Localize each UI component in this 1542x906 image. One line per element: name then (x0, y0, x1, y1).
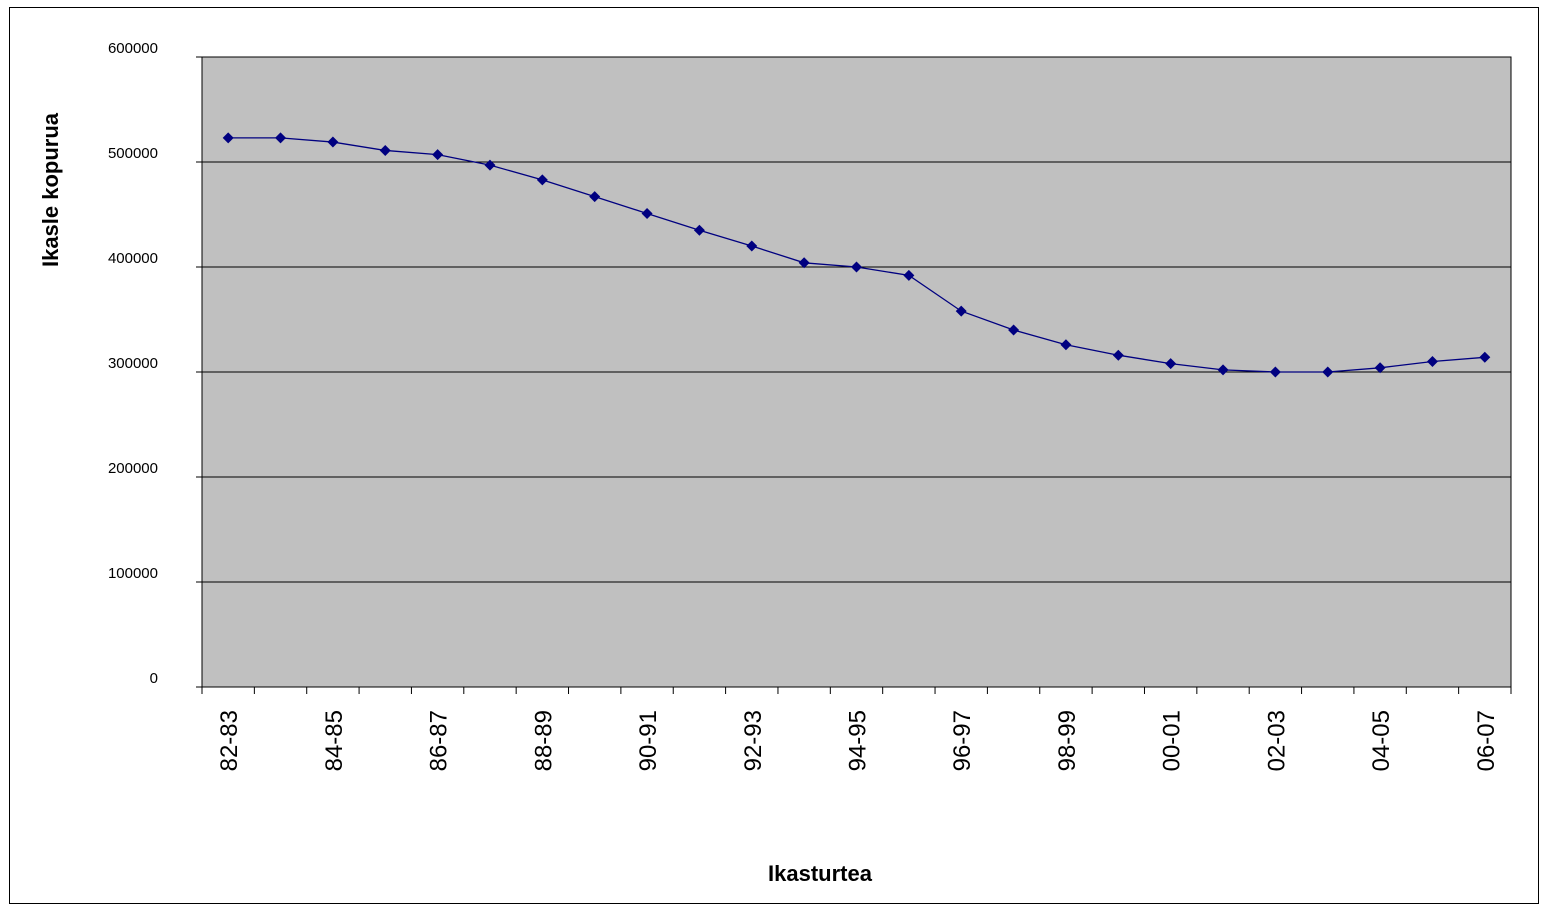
x-tick-label: 90-91 (635, 710, 662, 771)
x-tick-label: 02-03 (1263, 710, 1290, 771)
x-tick-label: 88-89 (530, 710, 557, 771)
data-point-marker (1165, 358, 1177, 370)
x-tick-label: 04-05 (1368, 710, 1395, 771)
x-tick-label: 06-07 (1473, 710, 1500, 771)
x-tick-label: 94-95 (845, 710, 872, 771)
data-point-marker (851, 261, 862, 273)
data-point-marker (589, 191, 601, 203)
data-point-marker (432, 149, 444, 161)
series-group (222, 132, 1491, 378)
data-point-marker (693, 224, 705, 236)
x-tick-label: 98-99 (1054, 710, 1081, 771)
data-point-marker (536, 174, 548, 186)
y-tick-label: 500000 (108, 145, 158, 162)
x-tick-label: 82-83 (216, 710, 243, 771)
data-point-marker (222, 132, 234, 144)
y-tick-label: 300000 (108, 355, 158, 372)
data-point-marker (798, 257, 810, 269)
data-point-marker (1426, 356, 1438, 367)
data-point-marker (275, 132, 287, 144)
y-axis-ticks: 0 100000 200000 300000 400000 500000 600000 (108, 40, 202, 688)
data-point-marker (1479, 351, 1491, 363)
x-tick-label: 96-97 (949, 710, 976, 771)
y-axis-title: Ikasle kopurua (38, 112, 63, 267)
data-point-marker (327, 136, 339, 148)
data-point-marker (379, 144, 391, 156)
data-point-marker (1008, 324, 1020, 336)
data-point-marker (1322, 366, 1334, 378)
data-point-marker (1217, 364, 1229, 376)
data-point-marker (1269, 366, 1281, 378)
y-tick-label: 100000 (108, 565, 158, 582)
data-point-marker (1374, 362, 1386, 374)
gridlines (202, 161, 1511, 583)
data-point-marker (903, 269, 915, 281)
data-point-marker (1112, 349, 1124, 361)
x-tick-label: 92-93 (740, 710, 767, 771)
data-point-marker (746, 240, 758, 252)
data-point-marker (955, 305, 967, 317)
x-axis: 82-83 84-85 86-87 88-89 90-91 92-93 94-95 96-97… (201, 687, 1512, 771)
y-tick-label: 200000 (108, 460, 158, 477)
y-tick-label: 600000 (108, 40, 158, 57)
data-point-marker (484, 159, 496, 171)
data-point-marker (1060, 339, 1072, 351)
x-tick-label: 00-01 (1159, 710, 1186, 771)
data-point-marker (641, 207, 653, 219)
x-tick-label: 86-87 (426, 710, 453, 771)
x-tick-label: 84-85 (321, 710, 348, 771)
y-tick-label: 0 (150, 670, 158, 687)
y-tick-label: 400000 (108, 250, 158, 267)
x-axis-title: Ikasturtea (768, 861, 873, 886)
